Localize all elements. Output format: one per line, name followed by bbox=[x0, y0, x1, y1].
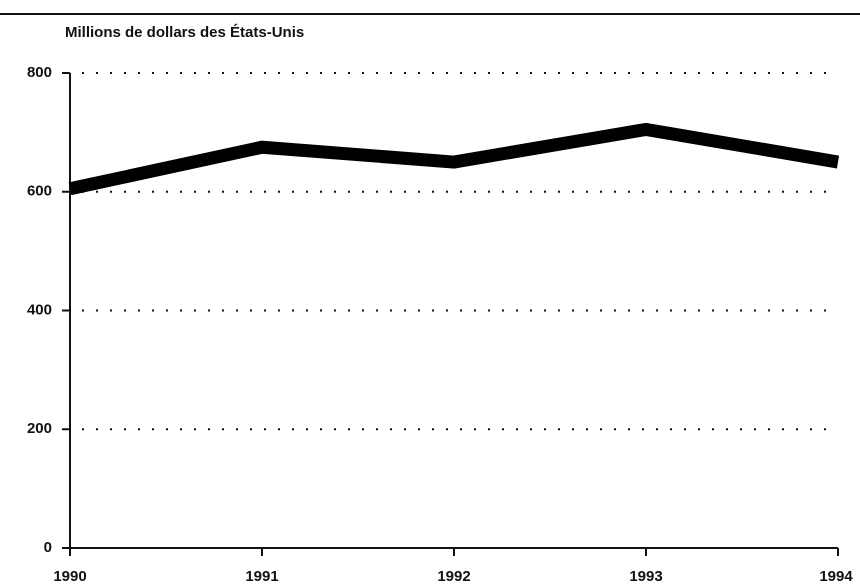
y-axis-label: Millions de dollars des États-Unis bbox=[65, 24, 304, 41]
y-tick-label: 200 bbox=[27, 420, 52, 437]
x-tick-label: 1991 bbox=[245, 568, 278, 585]
x-tick-label: 1994 bbox=[819, 568, 853, 585]
y-tick-label: 600 bbox=[27, 183, 52, 200]
x-tick-label: 1993 bbox=[629, 568, 662, 585]
y-tick-label: 800 bbox=[27, 64, 52, 81]
y-tick-label: 400 bbox=[27, 301, 52, 318]
y-tick-label: 0 bbox=[44, 539, 52, 556]
x-tick-label: 1992 bbox=[437, 568, 470, 585]
x-tick-label: 1990 bbox=[53, 568, 86, 585]
data-line bbox=[68, 122, 840, 196]
